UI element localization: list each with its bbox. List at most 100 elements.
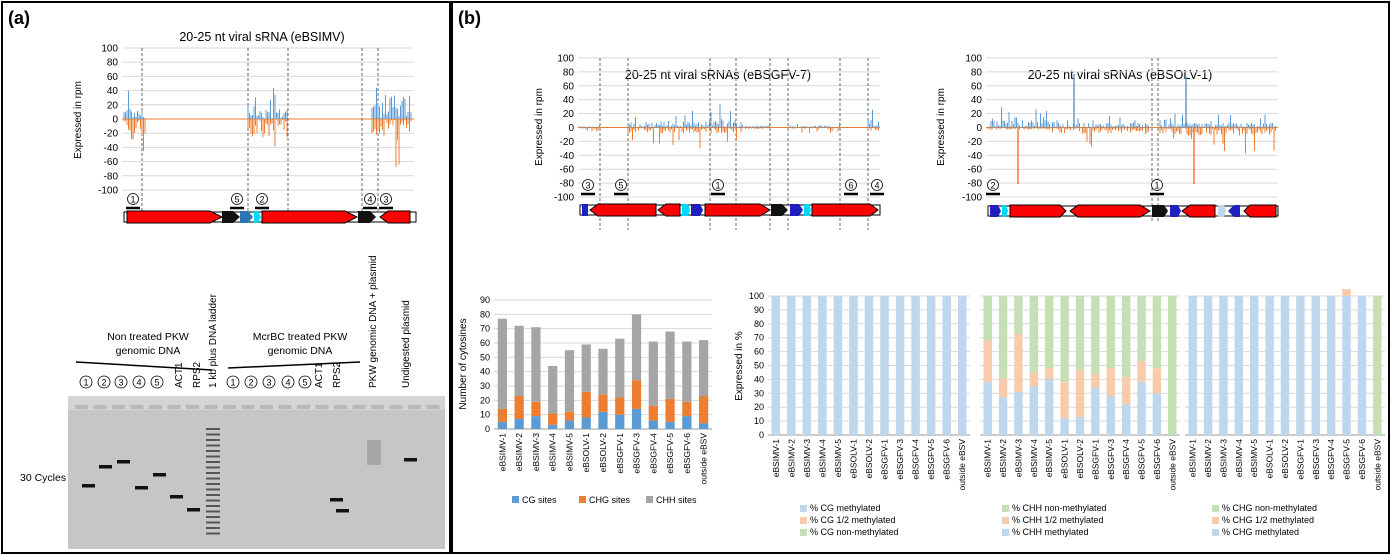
- srna-y-tick: 60: [563, 81, 575, 92]
- locus-number: 5: [618, 181, 623, 191]
- bar-y-tick: 10: [480, 410, 490, 420]
- bar-x-tick: eBSIMV-1: [983, 439, 993, 478]
- srna-y-tick: 100: [965, 54, 982, 65]
- gel-lane-circle: [244, 375, 258, 389]
- legend-label: CHG sites: [589, 495, 631, 505]
- bar-segment: [1342, 296, 1351, 435]
- bar-segment: [514, 396, 524, 419]
- gel-band: [117, 460, 130, 464]
- bar-x-tick: eBSIMV-4: [817, 439, 827, 478]
- bar-segment: [682, 341, 692, 402]
- gel-well: [371, 405, 384, 409]
- bar-x-tick: eBSIMV-3: [531, 433, 541, 472]
- bar-segment: [787, 296, 796, 435]
- gel-ladder-band: [206, 472, 220, 474]
- bar-x-tick: eBSGFV-3: [632, 433, 642, 474]
- gel-band: [153, 473, 166, 477]
- locus-circle: [615, 179, 627, 191]
- bar-segment: [497, 421, 507, 429]
- bar-segment: [564, 350, 575, 412]
- bar-segment: [895, 296, 905, 435]
- legend-label: % CHH 1/2 methylated: [1012, 515, 1104, 525]
- bar-segment: [1168, 296, 1177, 435]
- bar-segment: [531, 416, 541, 429]
- bar-segment: [682, 416, 692, 429]
- gel-lane-number: 3: [118, 378, 123, 388]
- gel-group1-label-line2: genomic DNA: [116, 345, 181, 357]
- genome-map-ebsgfv: [579, 203, 881, 217]
- bar-y-tick: 80: [480, 309, 490, 319]
- bar-segment: [833, 296, 843, 435]
- srna-y-tick: -100: [962, 193, 982, 204]
- gel-well: [93, 405, 107, 409]
- locus-circle: [1151, 179, 1163, 191]
- gel-band: [187, 508, 200, 512]
- legend-swatch: [1002, 505, 1009, 512]
- bar-segment: [1106, 296, 1115, 369]
- bar-x-tick: eBSOLV-2: [1075, 439, 1085, 479]
- bar-x-tick: eBSIMV-2: [514, 433, 524, 472]
- bar-segment: [1121, 404, 1131, 435]
- legend-swatch: [800, 529, 807, 536]
- srna-y-tick: 40: [563, 95, 575, 106]
- bar-segment: [1137, 382, 1146, 435]
- bar-x-tick: eBSIMV-5: [1044, 439, 1054, 478]
- gel-lane-number: 4: [285, 378, 290, 388]
- bar-segment: [648, 406, 658, 421]
- bar-segment: [1029, 386, 1039, 435]
- srna-bsolv-ylabel: Expressed in rpm: [936, 88, 947, 166]
- bar-x-tick: eBSGFV-1: [1295, 439, 1305, 480]
- srna-y-tick: 80: [971, 67, 983, 78]
- gel-well: [278, 405, 292, 409]
- bar-segment: [1265, 296, 1274, 435]
- gel-extra-lane-label: Undigested plasmid: [401, 300, 412, 388]
- srna-y-tick: 20: [971, 109, 983, 120]
- bar-x-tick: eBSGFV-5: [665, 433, 675, 474]
- gel-ladder-band: [206, 488, 220, 491]
- gel-well: [112, 405, 125, 409]
- gel-lane-circle: [298, 375, 312, 389]
- gel-well: [426, 405, 440, 409]
- locus-circle: [364, 193, 376, 205]
- gel-ladder-band: [206, 521, 220, 524]
- genome-map-ebsolv: [987, 204, 1279, 218]
- gel-ladder-band: [206, 455, 220, 458]
- locus-number: 2: [990, 181, 995, 191]
- gel-ladder-band: [206, 444, 220, 447]
- bar-y-tick: 30: [480, 381, 490, 391]
- bar-y-tick: 90: [754, 305, 764, 315]
- bar-segment: [1121, 296, 1131, 377]
- srna-y-tick: -60: [968, 165, 983, 176]
- bar-x-tick: eBSIMV-3: [1013, 439, 1023, 478]
- bar-x-tick: eBSGFV-6: [1152, 439, 1162, 480]
- panel-b-label: (b): [458, 8, 481, 28]
- gel-ladder-label: 1 kb plus DNA ladder: [208, 293, 219, 388]
- gel-ladder-band: [206, 428, 220, 430]
- bar-y-tick: 60: [480, 338, 490, 348]
- bar-x-tick: eBSGFV-5: [1342, 439, 1352, 480]
- bar-y-tick: 0: [759, 430, 764, 440]
- bar-segment: [581, 344, 591, 392]
- gel-well: [223, 405, 236, 409]
- bar-segment: [1152, 296, 1162, 369]
- srna-y-tick: -100: [554, 193, 574, 204]
- bar-segment: [682, 401, 692, 417]
- panel-a-label: (a): [8, 8, 30, 28]
- bar-segment: [983, 296, 992, 341]
- gel-band: [336, 509, 349, 513]
- bar-segment: [615, 397, 625, 415]
- gel-lane-ref-label: RPS2: [332, 361, 343, 388]
- srna-y-tick: -80: [560, 179, 575, 190]
- bar-segment: [514, 325, 524, 397]
- bar-segment: [911, 296, 920, 435]
- srna-a-ylabel: Expressed in rpm: [73, 81, 84, 159]
- legend-swatch: [1002, 517, 1009, 524]
- srna-y-tick: 80: [107, 58, 119, 69]
- bar-segment: [1060, 418, 1069, 435]
- srna-y-tick: -60: [560, 165, 575, 176]
- srna-y-tick: 20: [107, 100, 119, 111]
- bar-x-tick: eBSIMV-4: [548, 433, 558, 472]
- bar-segment: [957, 296, 967, 435]
- gel-lane-number: 5: [302, 378, 307, 388]
- bar-segment: [1014, 296, 1023, 334]
